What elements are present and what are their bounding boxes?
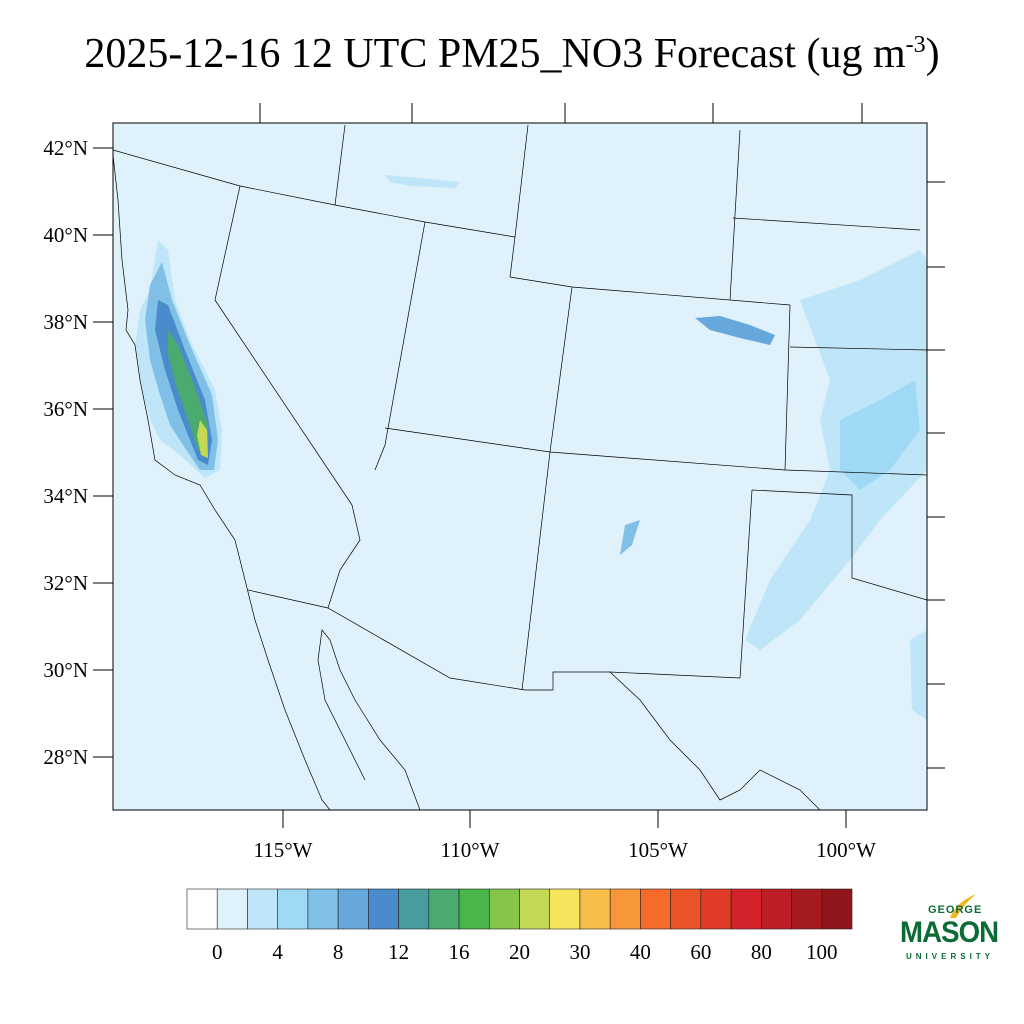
ut-co-nm-az-border [521, 286, 573, 691]
colorbar-swatch [791, 888, 823, 930]
plume-level-10 [197, 420, 208, 458]
title-text: 2025-12-16 12 UTC PM25_NO3 Forecast (ug … [84, 31, 906, 77]
plains-patch [745, 250, 927, 650]
idaho-patch [385, 175, 460, 188]
colorbar-label: 60 [690, 940, 712, 964]
colorbar-swatch [640, 888, 671, 930]
lat-label: 30°N [43, 658, 88, 682]
ok-tx-border [751, 489, 927, 601]
colorbar-label: 100 [806, 940, 838, 964]
lon-label: 110°W [441, 838, 500, 862]
colorbar-swatch [368, 888, 399, 930]
colorbar-swatch [247, 888, 278, 930]
title-close: ) [925, 31, 940, 77]
lat-label: 42°N [43, 136, 88, 160]
logo-flame-icon [950, 894, 976, 918]
colorbar-swatch [670, 888, 702, 930]
lon-label: 105°W [628, 838, 688, 862]
colorbar-swatch [458, 888, 490, 930]
texas-east-patch [910, 630, 927, 720]
colorbar-swatch [821, 888, 853, 930]
four-corners-line [384, 427, 927, 476]
map-frame [112, 122, 928, 811]
colorbar-swatch [216, 888, 248, 930]
coastline [113, 154, 331, 810]
colorbar-swatch [761, 888, 792, 930]
colorbar-swatch [549, 888, 581, 930]
sd-ne-border [732, 217, 921, 231]
colorbar-swatch [337, 888, 369, 930]
plains-patch-2 [840, 380, 920, 490]
colorbar-label: 12 [388, 940, 410, 964]
ne-ks-border [789, 346, 927, 351]
colorbar-swatch [307, 888, 339, 930]
colorbar-label: 80 [750, 940, 772, 964]
colorbar-swatch [609, 888, 641, 930]
id-mt-border [334, 124, 346, 206]
colorbar-label: 30 [569, 940, 591, 964]
lat-label: 34°N [43, 484, 88, 508]
colorbar-swatch [700, 888, 732, 930]
chart-title: 2025-12-16 12 UTC PM25_NO3 Forecast (ug … [0, 30, 1024, 78]
plume-level-8 [168, 330, 208, 455]
title-superscript: -3 [905, 32, 926, 58]
colorbar-swatch [428, 888, 460, 930]
concentration-field [135, 175, 927, 720]
lat-label: 32°N [43, 571, 88, 595]
colorbar-label: 4 [272, 940, 283, 964]
wy-east-border [729, 129, 741, 301]
logo-line1: GEORGE [928, 904, 983, 916]
rio-grande [609, 671, 821, 810]
colorbar-label: 8 [332, 940, 344, 964]
axis-ticks [93, 103, 945, 828]
colorbar-label: 0 [211, 940, 223, 964]
map-background [113, 123, 927, 810]
colorbar-swatch [579, 888, 611, 930]
colorbar-label: 16 [448, 940, 470, 964]
nm-patch [620, 520, 640, 555]
az-ca-border [327, 504, 361, 609]
colorbar [186, 888, 853, 930]
colorbar-swatch [730, 888, 762, 930]
logo-line3: UNIVERSITY [906, 952, 995, 961]
colorbar-label: 40 [629, 940, 651, 964]
colorado-patch [695, 316, 775, 345]
logo-line2: MASON [900, 916, 999, 949]
ca-nv-border [214, 185, 353, 506]
lat-label: 38°N [43, 310, 88, 334]
lat-label: 40°N [43, 223, 88, 247]
lat-label: 36°N [43, 397, 88, 421]
lat-labels: 42°N 40°N 38°N 36°N 34°N 32°N 30°N 28°N [43, 136, 88, 769]
lon-label: 115°W [254, 838, 313, 862]
wy-west-border [509, 124, 529, 278]
co-ks-border [784, 304, 791, 471]
nm-tx-border [609, 489, 753, 679]
colorbar-swatch [277, 888, 309, 930]
baja-gulf-coast [317, 629, 421, 810]
colorbar-swatch [488, 888, 520, 930]
colorbar-swatch [519, 888, 551, 930]
colorbar-swatch [398, 888, 430, 930]
colorbar-swatch [186, 888, 218, 930]
gmu-logo: GEORGE MASON UNIVERSITY [898, 892, 1014, 972]
colorbar-label: 20 [509, 940, 530, 964]
boundaries [113, 124, 927, 810]
lon-label: 100°W [816, 838, 876, 862]
lon-labels: 115°W 110°W 105°W 100°W [254, 838, 877, 862]
nv-ut-border [374, 221, 426, 471]
lat-label: 28°N [43, 745, 88, 769]
